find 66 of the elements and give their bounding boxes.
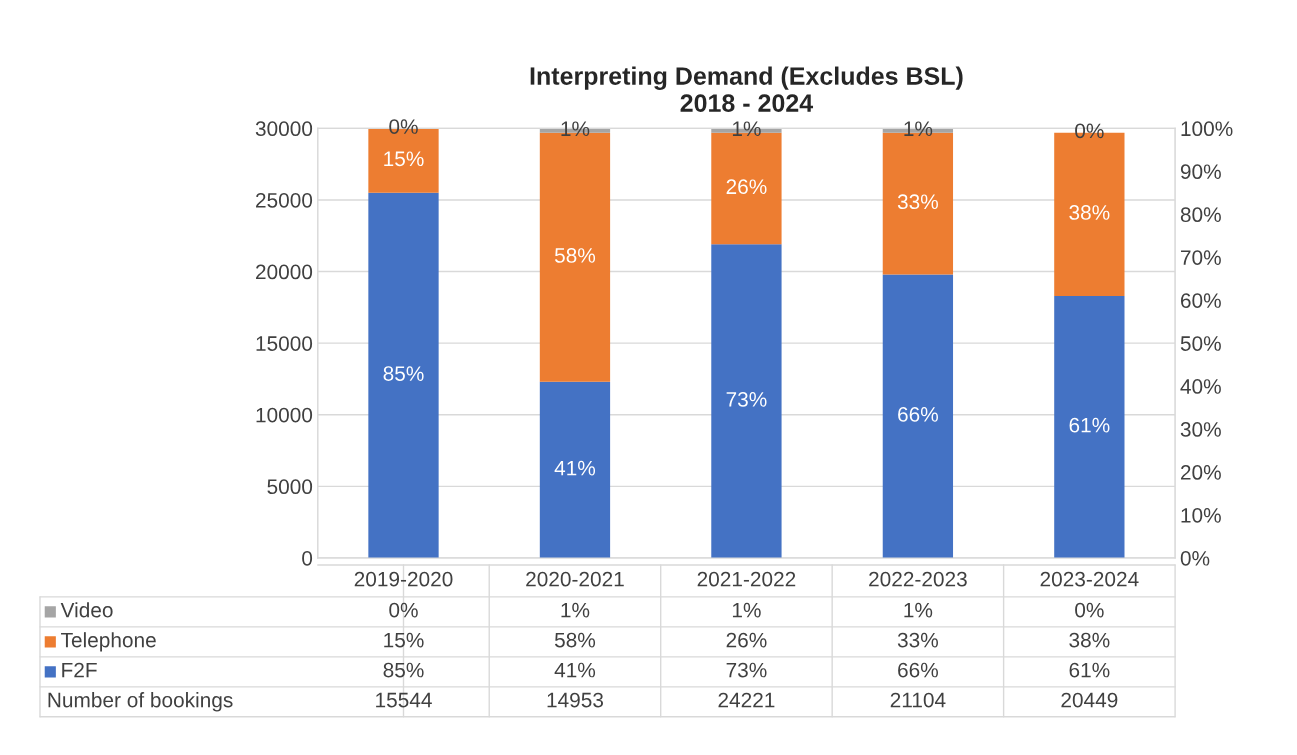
y-tick-label: 10000 [256,407,313,423]
text: 1% [561,121,590,137]
y2-tick-label: 40% [1180,379,1221,394]
x-tick-label: 2021-2022 [697,571,796,587]
data-label: 0% [389,602,418,618]
legend-label: F2F [62,662,97,678]
data-label: 58% [554,632,596,648]
bar [711,244,782,558]
data-label: 15% [384,632,424,648]
y2-tick-label: 0% [1180,550,1210,566]
y2-tick-label: 20% [1180,465,1221,480]
y2-tick-label: 100% [1181,121,1233,137]
y2-tick-label: 50% [1180,336,1221,351]
y-tick-label: 5000 [267,479,313,495]
y-tick-label: 0 [302,550,313,566]
data-label: 61% [1069,662,1110,678]
y-tick-label: 25000 [256,192,313,208]
text: 14953 [547,692,604,708]
data-label: 1% [732,602,761,618]
data-label: 66% [898,662,938,678]
text: 26% [726,179,767,195]
data-label: 0% [1075,602,1104,618]
y-tick-label: 15000 [256,336,313,351]
data-label: 38% [1069,632,1110,648]
y2-tick-label: 30% [1180,422,1221,437]
x-tick-label: 2022-2023 [869,571,967,587]
text: 21104 [890,692,946,708]
data-label: 1% [561,602,590,618]
data-label: 41% [554,662,596,678]
y2-tick-label: 60% [1181,293,1221,308]
text: 73% [726,391,767,407]
bar [539,381,611,558]
text: 33% [897,194,938,210]
y2-tick-label: 70% [1181,250,1221,265]
text: 1% [732,121,761,137]
text: 20449 [1061,692,1118,708]
chart-title: Interpreting Demand (Excludes BSL) 2018 - 2024 [530,66,963,112]
x-tick-label: 2023-2024 [1040,571,1139,587]
bar [882,274,954,558]
text: 58% [554,248,596,263]
data-label: 85% [383,662,424,678]
y2-tick-label: 80% [1180,207,1221,223]
data-label: 33% [897,632,938,648]
text: 85% [383,366,424,381]
legend-label: Video [60,602,113,618]
text: 1% [904,121,933,137]
text: 24221 [718,692,775,708]
x-tick-label: 2019-2020 [354,571,453,587]
text: Number of bookings [48,692,233,712]
text: 15544 [376,692,432,708]
y2-tick-label: 90% [1180,164,1221,180]
text: 66% [898,407,938,422]
bar [368,192,439,558]
text: 38% [1069,205,1110,220]
y-tick-label: 20000 [256,264,313,280]
legend-label: Telephone [61,632,156,652]
text: 61% [1069,417,1110,433]
data-label: 73% [726,662,767,678]
data-label: 1% [904,602,933,618]
data-label: 26% [726,632,767,648]
text: 15% [384,151,424,167]
y2-tick-label: 10% [1181,507,1221,523]
x-tick-label: 2020-2021 [526,571,624,587]
text: 41% [554,460,596,476]
y-tick-label: 30000 [255,121,313,137]
bar [1054,295,1125,558]
